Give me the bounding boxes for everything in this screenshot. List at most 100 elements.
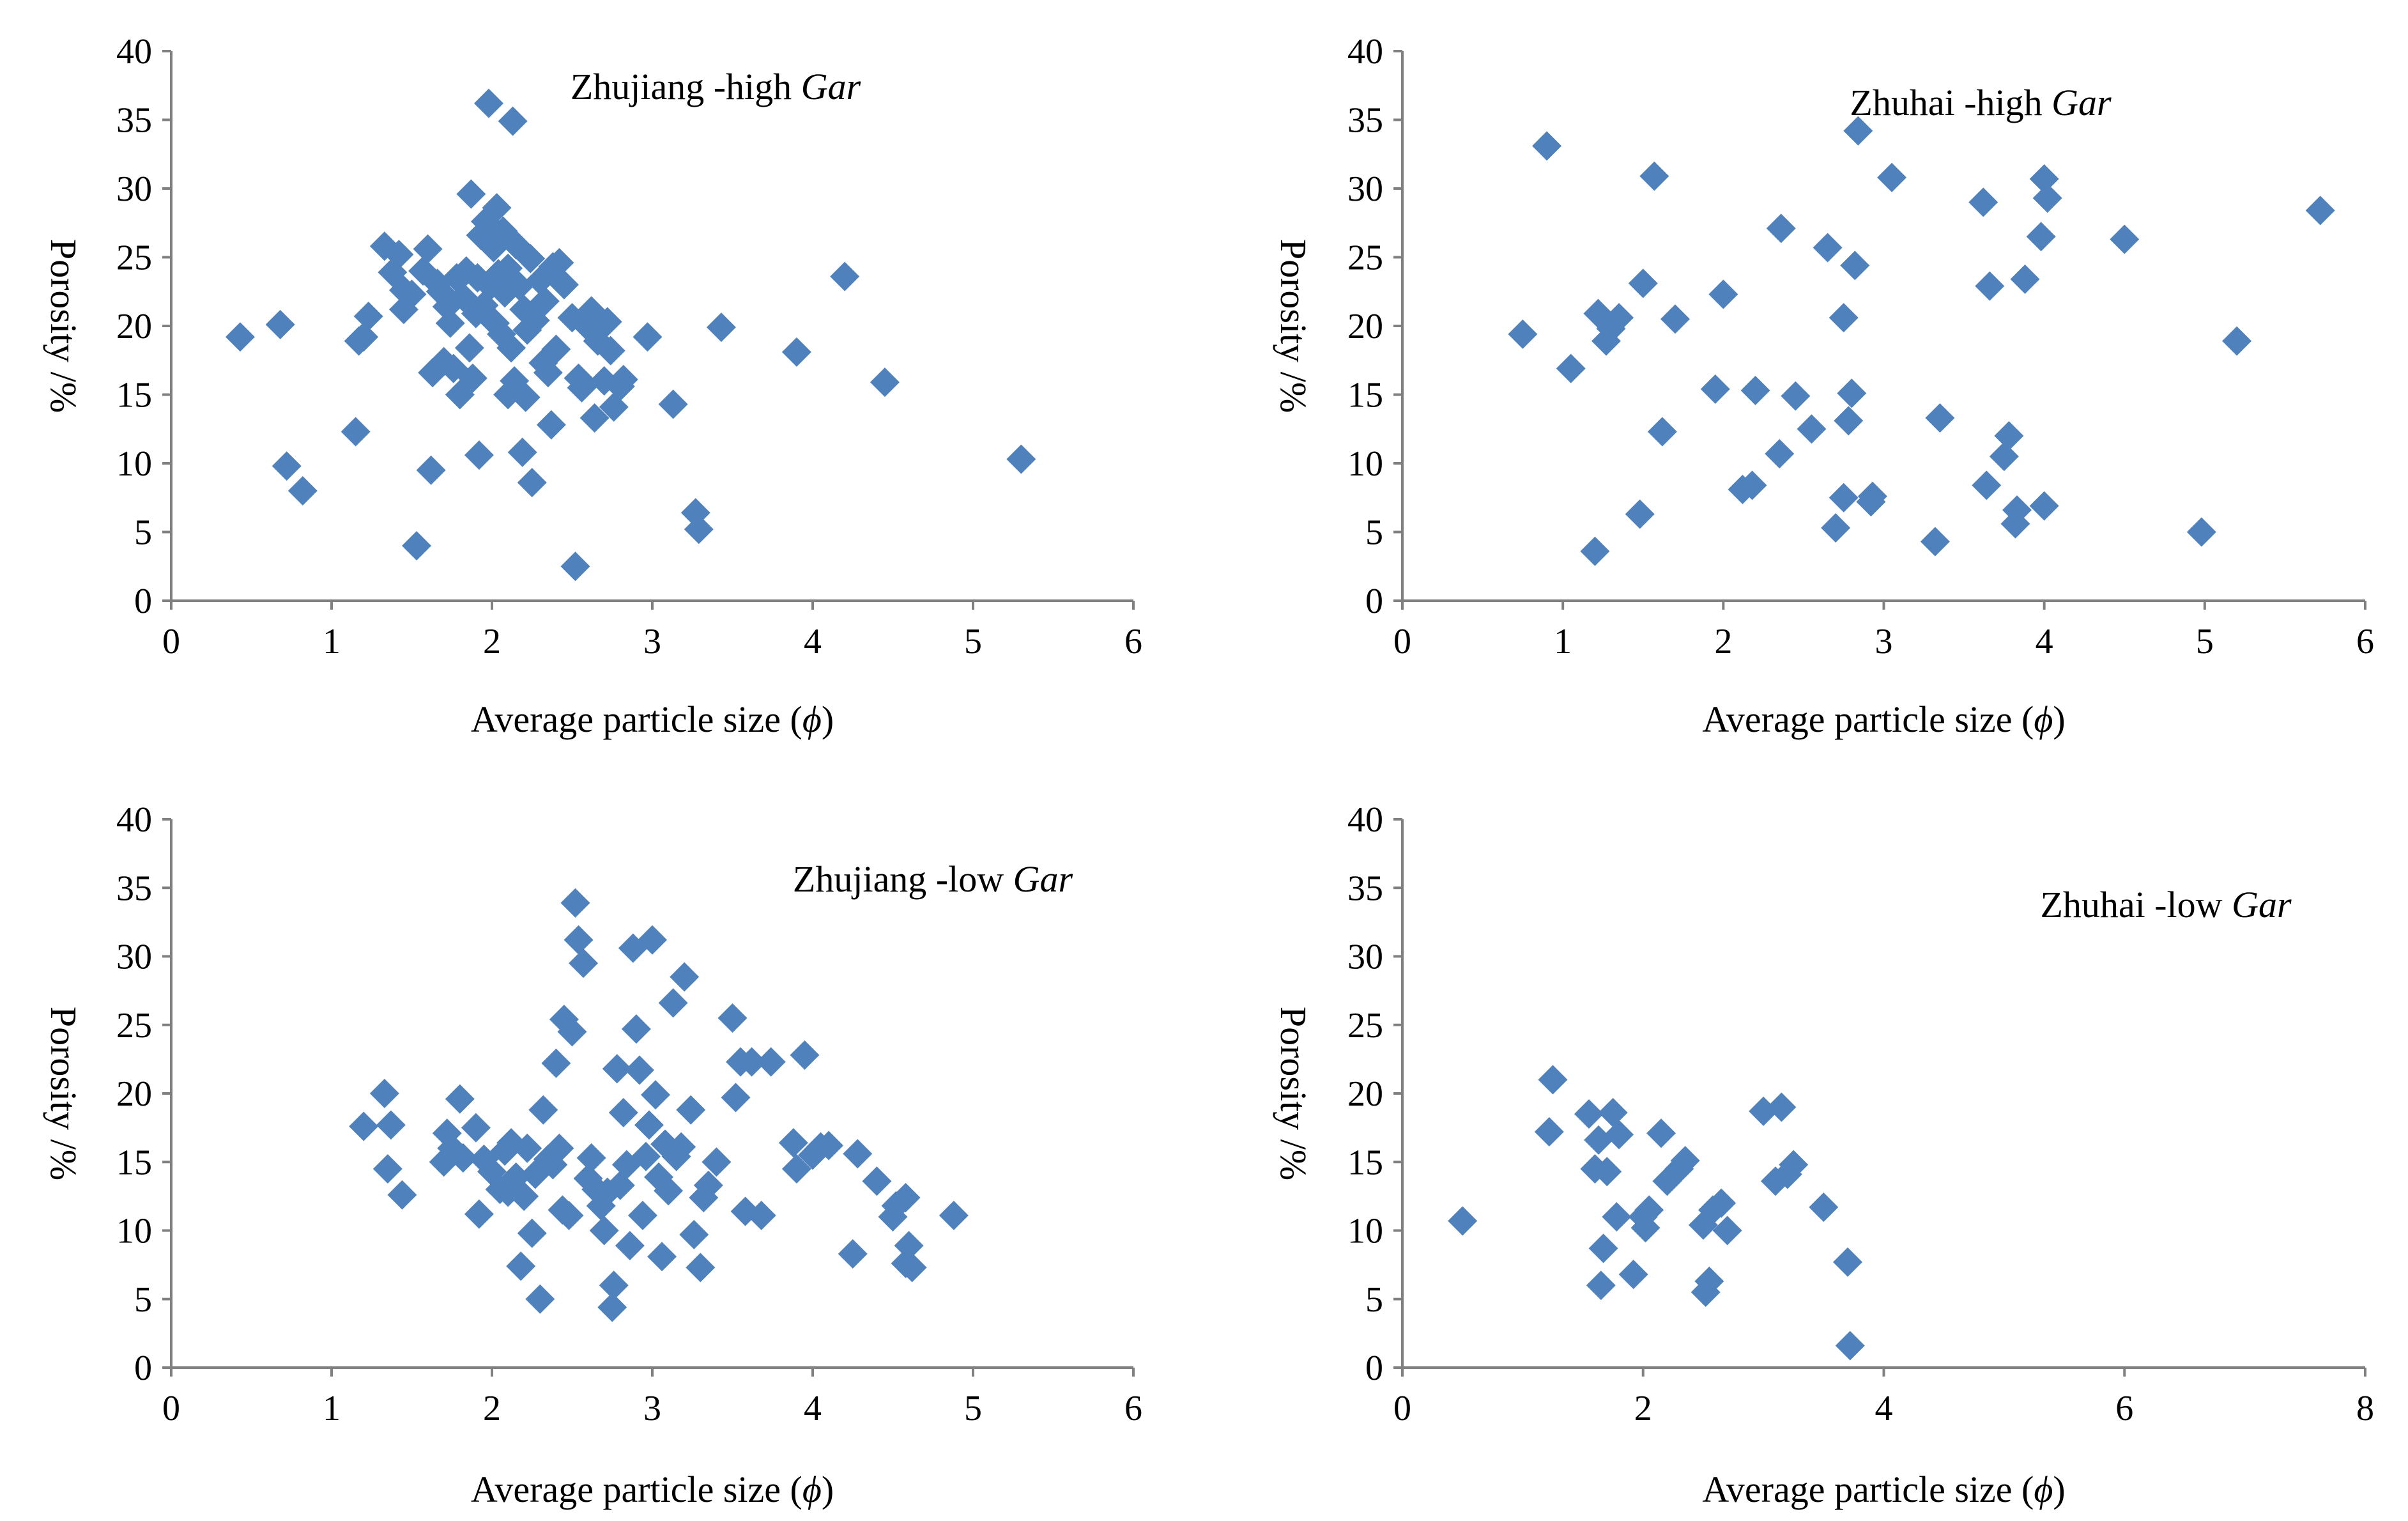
data-point <box>1647 417 1677 447</box>
data-point <box>615 1231 645 1261</box>
data-point <box>2032 183 2062 213</box>
data-point <box>1821 513 1851 543</box>
y-tick-label: 25 <box>116 1006 152 1046</box>
data-point <box>693 1170 723 1200</box>
data-point <box>530 286 560 316</box>
data-point <box>2002 495 2032 525</box>
data-point <box>717 1003 748 1033</box>
data-point <box>544 1133 574 1163</box>
data-point <box>679 1219 709 1249</box>
panel-label: Zhuhai -low Gar <box>2040 884 2291 925</box>
panel-label-italic: Gar <box>2051 82 2112 123</box>
x-tick-label: 5 <box>2196 622 2214 661</box>
x-tick-label: 1 <box>323 622 341 661</box>
data-point <box>1625 499 1655 529</box>
y-tick-label: 15 <box>116 376 152 415</box>
panel-label: Zhujiang -low Gar <box>793 858 1073 900</box>
data-point <box>870 367 900 398</box>
data-point <box>517 468 547 498</box>
data-point <box>445 1084 475 1114</box>
data-point <box>576 1143 606 1173</box>
data-point <box>1660 304 1690 334</box>
data-point <box>504 271 534 301</box>
data-point <box>517 1218 547 1248</box>
y-tick-label: 40 <box>116 32 152 72</box>
y-tick-label: 25 <box>116 238 152 278</box>
x-tick-label: 2 <box>483 622 501 661</box>
data-point <box>510 382 541 412</box>
data-point <box>684 514 714 544</box>
data-point <box>435 308 465 338</box>
y-tick-label: 5 <box>1365 513 1383 553</box>
panel-label-italic: Gar <box>2232 884 2292 925</box>
data-point <box>1448 1206 1478 1236</box>
y-tick-label: 30 <box>116 938 152 977</box>
data-point <box>1618 1260 1648 1290</box>
data-points <box>1508 116 2335 566</box>
data-point <box>621 1014 651 1044</box>
data-point <box>595 336 625 366</box>
x-axis-title: Average particle size (ϕ) <box>1702 1469 2065 1510</box>
data-point <box>353 301 383 331</box>
data-point <box>654 1176 684 1206</box>
data-point <box>592 307 622 337</box>
x-axis-title-text: Average particle size ( <box>1702 699 2034 740</box>
x-axis-title-symbol: ϕ <box>2034 1469 2053 1510</box>
y-tick-label: 35 <box>116 101 152 141</box>
data-point <box>1700 374 1730 404</box>
data-point <box>939 1200 969 1230</box>
data-point <box>1634 1195 1664 1225</box>
data-point <box>721 1083 751 1113</box>
y-tick-label: 10 <box>116 444 152 484</box>
data-point <box>1706 1188 1737 1218</box>
data-point <box>516 243 546 274</box>
data-point <box>1508 319 1538 349</box>
data-point <box>560 552 590 582</box>
data-point <box>1835 1331 1865 1361</box>
y-tick-label: 0 <box>1365 1348 1383 1388</box>
y-axis-title: Porosity /% <box>43 1007 84 1180</box>
data-point <box>1857 481 1887 511</box>
y-tick-label: 40 <box>1347 800 1383 840</box>
data-point <box>2010 264 2040 294</box>
data-point <box>369 1079 399 1108</box>
data-point <box>265 309 295 339</box>
data-point <box>1639 161 1669 191</box>
data-point <box>567 373 597 403</box>
data-point <box>781 337 811 367</box>
data-point <box>658 389 688 419</box>
y-tick-label: 40 <box>116 800 152 840</box>
data-point <box>536 410 566 440</box>
data-point <box>372 1154 403 1184</box>
data-point <box>2110 224 2140 254</box>
x-tick-label: 3 <box>643 622 661 661</box>
x-axis-title-text: Average particle size ( <box>471 699 802 740</box>
data-point <box>564 925 594 955</box>
data-point <box>1832 1247 1862 1277</box>
x-tick-label: 2 <box>1714 622 1732 661</box>
data-point <box>225 322 255 352</box>
data-point <box>1829 483 1859 513</box>
data-point <box>464 1199 494 1229</box>
data-point <box>579 403 610 433</box>
x-tick-label: 0 <box>162 622 180 661</box>
data-point <box>416 455 446 485</box>
data-point <box>1604 303 1634 333</box>
y-tick-label: 0 <box>134 582 152 621</box>
data-point <box>756 1047 786 1077</box>
data-point <box>1989 442 2019 472</box>
data-point <box>1740 376 1770 406</box>
data-point <box>589 1216 619 1246</box>
data-point <box>838 1239 868 1269</box>
x-tick-label: 1 <box>1554 622 1572 661</box>
x-tick-label: 5 <box>964 622 982 661</box>
data-point <box>1712 1216 1742 1246</box>
data-point <box>349 1111 379 1141</box>
y-tick-label: 10 <box>116 1212 152 1251</box>
y-tick-label: 10 <box>1347 444 1383 484</box>
x-axis-title-end: ) <box>822 1469 834 1510</box>
x-tick-label: 1 <box>323 1389 341 1428</box>
data-point <box>706 313 736 343</box>
data-point <box>569 948 599 978</box>
